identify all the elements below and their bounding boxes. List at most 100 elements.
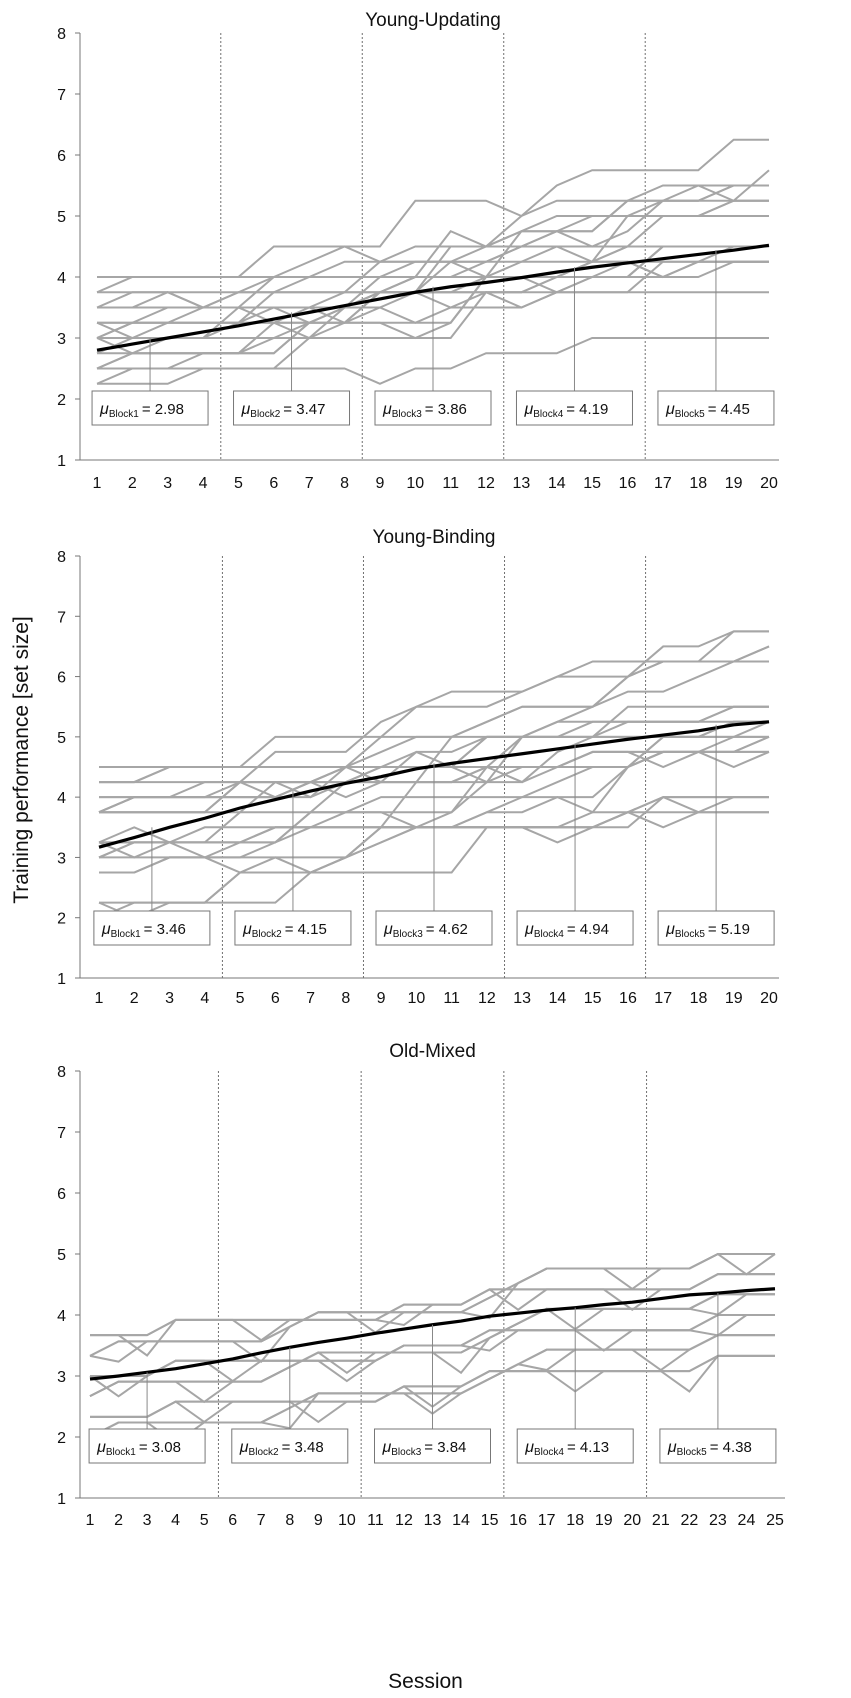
block-mean-label: μBlock4 = 4.19: [523, 401, 608, 420]
x-tick-label: 19: [725, 475, 743, 492]
block-mean-label: μBlock2 = 3.48: [239, 1439, 324, 1458]
individual-trajectory-line: [97, 245, 769, 309]
individual-trajectory-line: [96, 184, 769, 294]
block-mean-box: [91, 390, 209, 426]
shared-y-axis-label-container: Training performance [set size]: [0, 560, 40, 960]
x-tick-label: 24: [738, 1512, 756, 1529]
block-mean-label: μBlock1 = 2.98: [99, 401, 184, 420]
x-tick-label: 13: [513, 990, 531, 1007]
x-tick-label: 8: [341, 990, 350, 1007]
x-tick-label: 19: [595, 1512, 613, 1529]
chart-title: Young-Binding: [373, 527, 496, 548]
y-tick-label: 4: [57, 1308, 66, 1325]
y-tick-label: 1: [57, 453, 66, 470]
x-tick-label: 1: [93, 475, 102, 492]
x-tick-label: 9: [377, 990, 386, 1007]
x-tick-label: 9: [314, 1512, 323, 1529]
y-tick-label: 5: [57, 209, 66, 226]
x-tick-label: 14: [452, 1512, 470, 1529]
block-mean-label: μBlock2 = 3.47: [241, 401, 326, 420]
block-mean-box: [234, 910, 352, 946]
x-tick-label: 13: [513, 475, 531, 492]
x-tick-label: 6: [228, 1512, 237, 1529]
y-tick-label: 7: [57, 87, 66, 104]
y-tick-label: 4: [57, 790, 66, 807]
shared-x-axis-label: Session: [388, 1670, 463, 1693]
x-tick-label: 16: [619, 990, 637, 1007]
block-mean-box: [93, 910, 211, 946]
individual-trajectory-line: [99, 645, 770, 814]
x-tick-label: 5: [236, 990, 245, 1007]
block-mean-label: μBlock1 = 3.46: [101, 921, 186, 940]
x-tick-label: 4: [200, 990, 209, 1007]
x-tick-label: 3: [163, 475, 172, 492]
y-tick-label: 5: [57, 1247, 66, 1264]
block-mean-label: μBlock5 = 4.45: [665, 401, 750, 420]
x-tick-label: 14: [548, 475, 566, 492]
x-tick-label: 17: [654, 990, 672, 1007]
block-mean-box: [374, 1428, 491, 1464]
y-tick-label: 6: [57, 1186, 66, 1203]
x-tick-label: 19: [725, 990, 743, 1007]
x-tick-label: 16: [619, 475, 637, 492]
x-tick-label: 3: [143, 1512, 152, 1529]
block-mean-label: μBlock3 = 3.86: [382, 401, 467, 420]
x-tick-label: 5: [200, 1512, 209, 1529]
y-tick-label: 8: [57, 26, 66, 43]
x-tick-label: 18: [690, 990, 708, 1007]
x-tick-label: 12: [395, 1512, 413, 1529]
x-tick-label: 11: [367, 1512, 384, 1529]
x-tick-label: 10: [406, 475, 424, 492]
block-mean-label: μBlock5 = 5.19: [665, 921, 750, 940]
block-mean-box: [659, 1428, 777, 1464]
x-tick-label: 13: [424, 1512, 442, 1529]
x-tick-label: 12: [478, 990, 496, 1007]
block-mean-box: [516, 1428, 634, 1464]
block-mean-box: [657, 910, 775, 946]
y-tick-label: 4: [57, 270, 66, 287]
block-mean-label: μBlock2 = 4.15: [242, 921, 327, 940]
y-tick-label: 2: [57, 392, 66, 409]
y-tick-label: 2: [57, 1430, 66, 1447]
block-mean-label: μBlock3 = 4.62: [383, 921, 468, 940]
block-mean-label: μBlock3 = 3.84: [382, 1439, 467, 1458]
x-tick-label: 20: [760, 990, 778, 1007]
x-tick-label: 5: [234, 475, 243, 492]
individual-trajectory-line: [96, 184, 769, 355]
block-mean-box: [516, 910, 634, 946]
y-tick-label: 1: [57, 1491, 66, 1508]
y-tick-label: 7: [57, 609, 66, 626]
y-tick-label: 6: [57, 148, 66, 165]
x-tick-label: 23: [709, 1512, 727, 1529]
y-tick-label: 3: [57, 331, 66, 348]
block-mean-label: μBlock1 = 3.08: [96, 1439, 181, 1458]
block-mean-box: [515, 390, 633, 426]
x-tick-label: 9: [375, 475, 384, 492]
x-tick-label: 11: [443, 990, 460, 1007]
x-tick-label: 18: [689, 475, 707, 492]
chart-title: Old-Mixed: [389, 1041, 476, 1062]
x-tick-label: 18: [566, 1512, 584, 1529]
y-tick-label: 1: [57, 971, 66, 988]
block-mean-box: [231, 1428, 349, 1464]
x-tick-label: 4: [199, 475, 208, 492]
individual-trajectory-line: [89, 1253, 775, 1363]
x-tick-label: 21: [652, 1512, 670, 1529]
individual-trajectory-line: [97, 138, 769, 278]
y-tick-label: 6: [57, 670, 66, 687]
block-mean-label: μBlock4 = 4.13: [524, 1439, 609, 1458]
x-tick-label: 17: [654, 475, 672, 492]
x-tick-label: 2: [128, 475, 137, 492]
x-tick-label: 11: [442, 475, 459, 492]
block-mean-box: [657, 390, 775, 426]
shared-y-axis-label: Training performance [set size]: [10, 616, 33, 904]
x-tick-label: 4: [171, 1512, 180, 1529]
x-tick-label: 8: [285, 1512, 294, 1529]
x-tick-label: 6: [269, 475, 278, 492]
x-tick-label: 10: [407, 990, 425, 1007]
x-tick-label: 6: [271, 990, 280, 1007]
y-tick-label: 7: [57, 1125, 66, 1142]
